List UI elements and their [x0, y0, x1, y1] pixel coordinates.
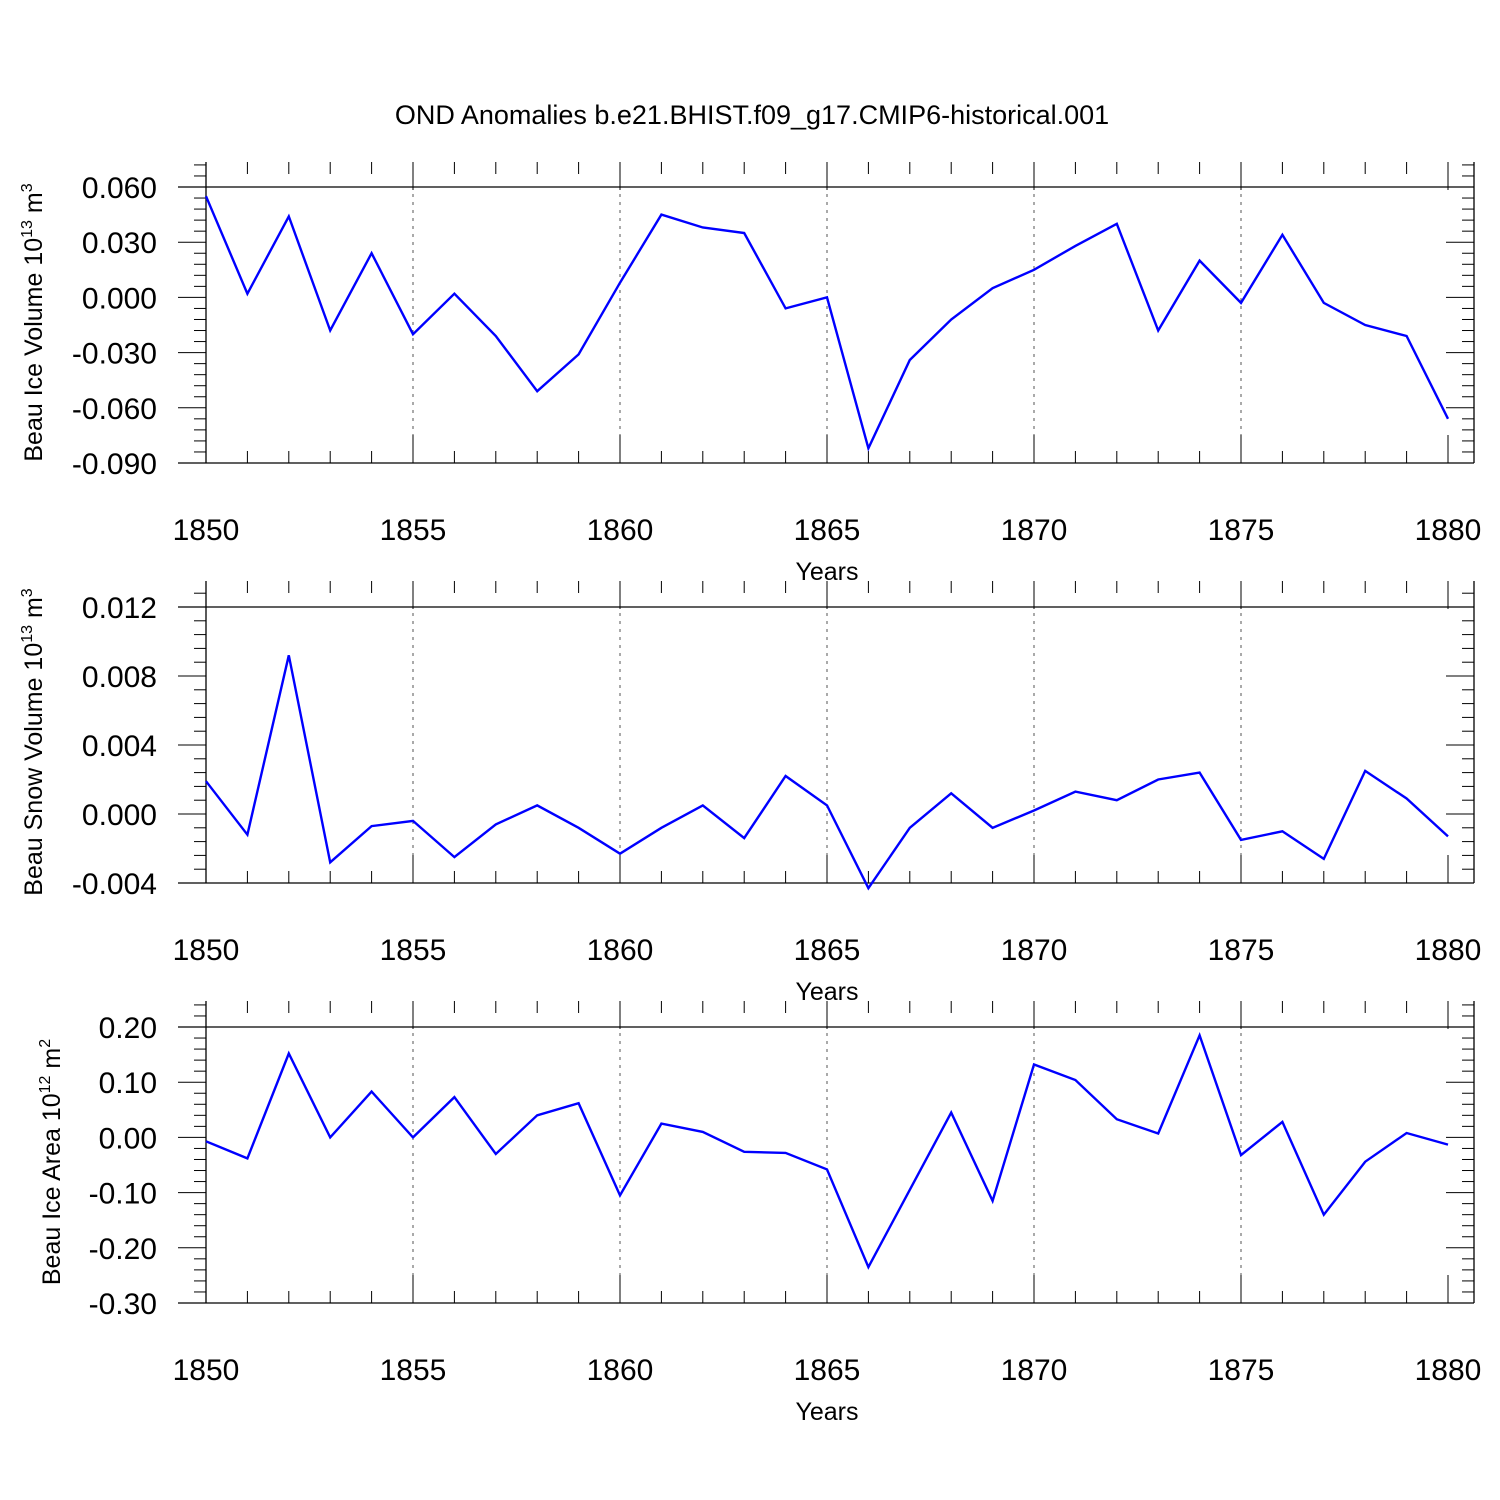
x-tick-label: 1865: [794, 934, 861, 967]
x-tick-label: 1860: [587, 934, 654, 967]
y-tick-label: -0.090: [72, 448, 157, 481]
y-tick-label: 0.012: [82, 592, 157, 625]
y-tick-label: -0.10: [89, 1178, 157, 1211]
x-tick-label: 1855: [380, 514, 447, 547]
x-tick-label: 1880: [1415, 934, 1482, 967]
x-tick-label: 1850: [173, 514, 240, 547]
x-tick-label: 1870: [1001, 1354, 1068, 1387]
y-tick-label: 0.000: [82, 282, 157, 315]
series-line: [205, 1031, 1449, 1270]
y-tick-label: -0.20: [89, 1233, 157, 1266]
y-axis-title: Beau Ice Area 1012 m2: [37, 1039, 66, 1285]
y-tick-label: 0.008: [82, 661, 157, 694]
x-tick-label: 1850: [173, 1354, 240, 1387]
y-tick-label: 0.030: [82, 227, 157, 260]
y-tick-label: -0.030: [72, 338, 157, 371]
x-tick-label: 1855: [380, 1354, 447, 1387]
x-tick-label: 1880: [1415, 514, 1482, 547]
chart-title: OND Anomalies b.e21.BHIST.f09_g17.CMIP6-…: [395, 100, 1109, 130]
y-tick-label: 0.000: [82, 799, 157, 832]
y-tick-label: -0.004: [72, 868, 157, 901]
x-tick-label: 1860: [587, 514, 654, 547]
x-tick-label: 1855: [380, 934, 447, 967]
y-tick-label: 0.060: [82, 172, 157, 205]
chart-panel-2: 0.012 0.008 0.004 0.000 -0.004 1850 1855 1860 18…: [19, 581, 1481, 1006]
series-line: [205, 655, 1449, 891]
x-tick-label: 1875: [1208, 1354, 1275, 1387]
y-tick-label: -0.30: [89, 1288, 157, 1321]
series-line: [204, 195, 1450, 452]
chart-panels: 0.060 0.030 0.000 -0.030 -0.060 -0.090 1850 185…: [19, 162, 1481, 1426]
y-tick-label: 0.00: [99, 1122, 157, 1155]
x-tick-label: 1880: [1415, 1354, 1482, 1387]
x-tick-label: 1850: [173, 934, 240, 967]
x-axis-title: Years: [795, 1398, 858, 1426]
chart-panel-1: 0.060 0.030 0.000 -0.030 -0.060 -0.090 1850 185…: [19, 162, 1481, 586]
x-tick-label: 1875: [1208, 934, 1275, 967]
chart-panel-3: 0.20 0.10 0.00 -0.10 -0.20 -0.30 1850 1855 1860 1…: [37, 1001, 1481, 1426]
y-tick-label: 0.10: [99, 1067, 157, 1100]
x-tick-label: 1870: [1001, 934, 1068, 967]
x-tick-label: 1860: [587, 1354, 654, 1387]
x-tick-label: 1870: [1001, 514, 1068, 547]
x-tick-label: 1865: [794, 1354, 861, 1387]
y-tick-label: 0.004: [82, 730, 157, 763]
y-tick-label: 0.20: [99, 1012, 157, 1045]
y-tick-label: -0.060: [72, 393, 157, 426]
y-axis-title: Beau Ice Volume 1013 m3: [19, 183, 48, 461]
x-tick-label: 1865: [794, 514, 861, 547]
y-axis-title: Beau Snow Volume 1013 m3: [19, 588, 48, 896]
x-tick-label: 1875: [1208, 514, 1275, 547]
